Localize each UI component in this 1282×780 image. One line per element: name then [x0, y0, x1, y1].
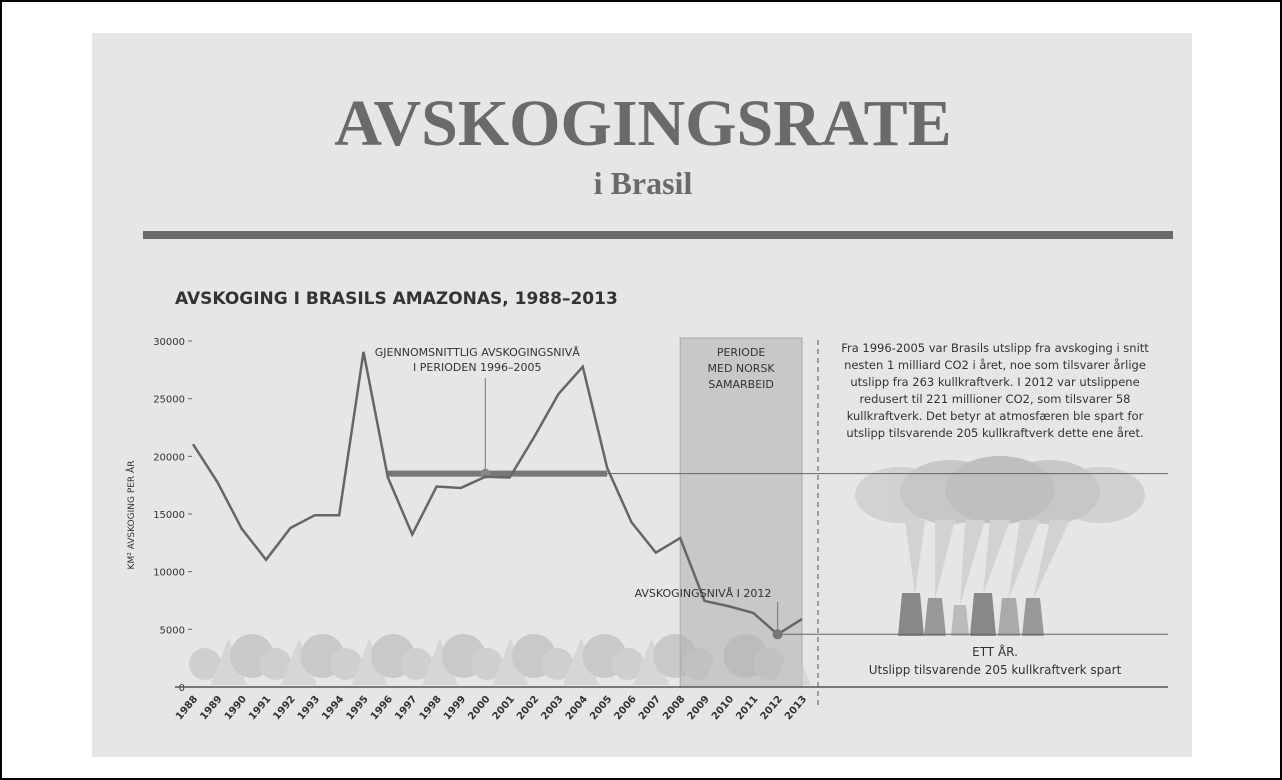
chimney — [998, 598, 1020, 636]
chimney — [898, 593, 924, 636]
tree — [753, 648, 785, 680]
annotation-2012: AVSKOGINGSNIVÅ I 2012 — [635, 587, 772, 600]
tree — [471, 648, 503, 680]
side-caption: Utslipp tilsvarende 205 kullkraftverk sp… — [869, 663, 1122, 677]
chimney — [1022, 598, 1044, 636]
tree — [704, 638, 740, 685]
smoke — [960, 520, 985, 605]
side-caption: ETT ÅR. — [972, 644, 1018, 659]
y-tick-label: 20000 — [153, 452, 185, 463]
panel — [92, 33, 1192, 757]
y-axis-label: KM² AVSKOGING PER ÅR — [125, 461, 137, 570]
average-label: GJENNOMSNITTLIG AVSKOGINGSNIVÅ — [375, 346, 581, 359]
side-text: Fra 1996-2005 var Brasils utslipp fra av… — [841, 341, 1149, 355]
smoke — [983, 520, 1010, 595]
trees — [189, 634, 811, 685]
series-line — [191, 351, 803, 636]
side-text: redusert til 221 millioner CO2, som tils… — [860, 392, 1131, 406]
y-tick-label: 0 — [179, 683, 185, 694]
tree — [563, 638, 599, 685]
chimney — [970, 593, 996, 636]
y-tick-label: 15000 — [153, 510, 185, 521]
power-plants — [898, 593, 1044, 636]
chimney — [924, 598, 946, 636]
tree — [351, 638, 388, 685]
average-label: I PERIODEN 1996–2005 — [413, 361, 542, 374]
side-text: utslipp tilsvarende 205 kullkraftverk de… — [846, 426, 1143, 440]
period-label: PERIODE — [717, 346, 766, 359]
dot-2012 — [772, 629, 783, 640]
clouds — [855, 456, 1145, 605]
y-tick-label: 30000 — [153, 337, 185, 348]
side-text: kullkraftverk. Det betyr at atmosfæren b… — [847, 409, 1144, 423]
tree — [189, 648, 221, 680]
tree — [612, 648, 644, 680]
tree — [774, 638, 811, 685]
smoke — [1008, 520, 1040, 600]
tree — [330, 648, 362, 680]
side-text: nesten 1 milliard CO2 i året, noe som ti… — [844, 358, 1146, 372]
tree — [633, 638, 670, 685]
smoke — [905, 520, 925, 595]
y-tick-label: 25000 — [153, 395, 185, 406]
smoke — [935, 520, 955, 600]
smoke — [1033, 520, 1070, 600]
divider — [143, 231, 1173, 239]
subtitle: i Brasil — [594, 165, 693, 201]
side-text: utslipp fra 263 kullkraftverk. I 2012 va… — [850, 375, 1139, 389]
tree — [281, 638, 317, 685]
tree — [541, 648, 574, 680]
tree — [259, 648, 292, 680]
tree — [682, 648, 715, 680]
period-label: MED NORSK — [708, 362, 776, 375]
tree — [492, 638, 529, 685]
cloud — [945, 456, 1055, 524]
y-tick-label: 5000 — [160, 625, 185, 636]
period-label: SAMARBEID — [708, 378, 774, 391]
y-tick-label: 10000 — [153, 568, 185, 579]
tree — [210, 638, 247, 685]
chimney — [951, 605, 969, 636]
period-shade — [679, 337, 803, 688]
tree — [422, 638, 458, 685]
tree — [400, 648, 433, 680]
title: AVSKOGINGSRATE — [334, 87, 951, 160]
chart-title: AVSKOGING I BRASILS AMAZONAS, 1988–2013 — [175, 289, 618, 309]
